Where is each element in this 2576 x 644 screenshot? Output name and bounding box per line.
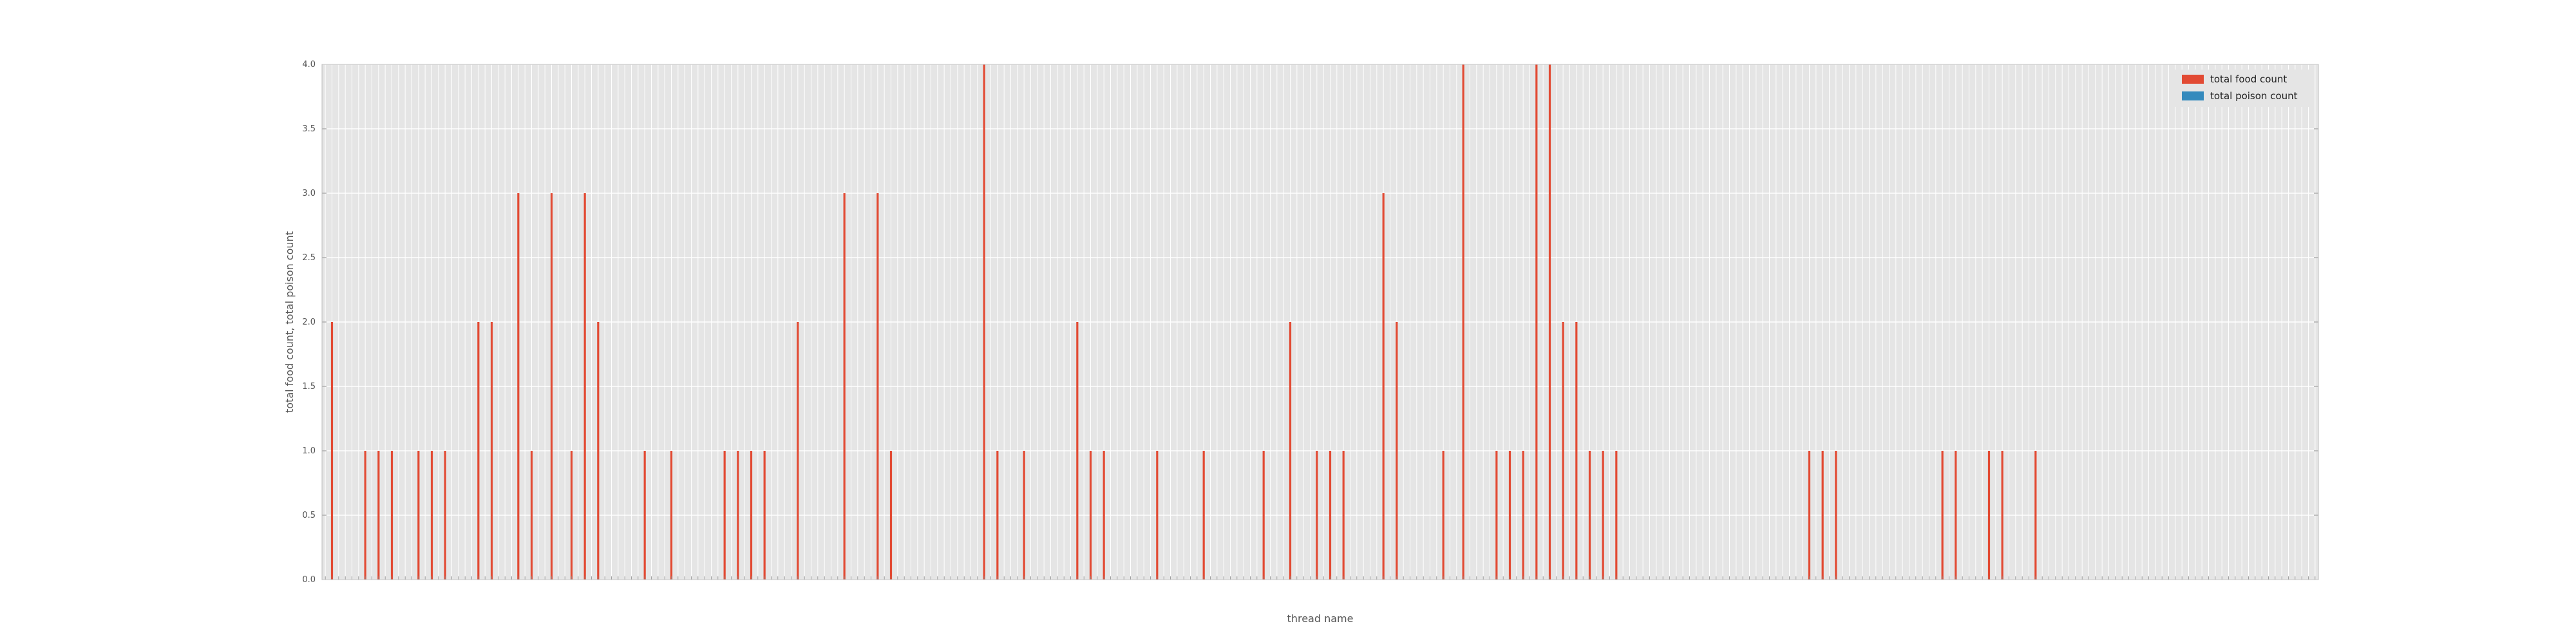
bar-food bbox=[996, 451, 999, 580]
bar-food bbox=[430, 451, 433, 580]
bar-food bbox=[643, 451, 646, 580]
bar-food bbox=[983, 64, 985, 580]
bar-food bbox=[1508, 451, 1511, 580]
bar-food bbox=[490, 322, 493, 580]
bar-food bbox=[1941, 451, 1944, 580]
bar-food bbox=[583, 193, 586, 580]
bar-food bbox=[377, 451, 380, 580]
bar-food bbox=[517, 193, 520, 580]
bar-food bbox=[1329, 451, 1332, 580]
legend: total food count total poison count bbox=[2170, 70, 2313, 107]
bar-food bbox=[1262, 451, 1265, 580]
bar-food bbox=[530, 451, 533, 580]
bar-food bbox=[570, 451, 573, 580]
y-tick-label: 0.5 bbox=[302, 511, 316, 520]
bar-food bbox=[1602, 451, 1604, 580]
bar-food bbox=[1615, 451, 1618, 580]
bar-food bbox=[889, 451, 893, 580]
bar-food bbox=[750, 451, 753, 580]
bar-food bbox=[2001, 451, 2003, 580]
bar-food bbox=[1289, 322, 1292, 580]
bar-food bbox=[876, 193, 879, 580]
y-tick-label: 1.5 bbox=[302, 382, 316, 392]
bar-food bbox=[1522, 451, 1524, 580]
bar-food bbox=[477, 322, 480, 580]
legend-label-food: total food count bbox=[2210, 73, 2287, 85]
bar-food bbox=[1821, 451, 1824, 580]
bar-food bbox=[1808, 451, 1811, 580]
bar-food bbox=[1023, 451, 1025, 580]
bar-food bbox=[670, 451, 673, 580]
y-tick-label: 3.5 bbox=[302, 124, 316, 134]
bar-food bbox=[330, 322, 334, 580]
bar-food bbox=[1955, 451, 1957, 580]
bar-food bbox=[1103, 451, 1105, 580]
legend-swatch-food bbox=[2182, 75, 2204, 84]
bar-food bbox=[843, 193, 846, 580]
bar-food bbox=[1562, 322, 1564, 580]
y-tick-label: 0.0 bbox=[302, 575, 316, 585]
y-axis-ticks: 0.0 0.5 1.0 1.5 2.0 2.5 3.0 3.5 4.0 bbox=[302, 60, 2318, 585]
bar-food bbox=[1316, 451, 1318, 580]
bar-food bbox=[1987, 451, 1991, 580]
bar-food bbox=[797, 322, 799, 580]
y-axis-label: total food count, total poison count bbox=[283, 231, 296, 413]
bar-food bbox=[597, 322, 600, 580]
x-axis-ticks bbox=[325, 576, 2316, 580]
bar-food bbox=[444, 451, 446, 580]
bar-food bbox=[2034, 451, 2037, 580]
bar-food bbox=[1462, 64, 1464, 580]
bar-food bbox=[1575, 322, 1578, 580]
bars bbox=[330, 64, 2037, 580]
bar-food bbox=[550, 193, 553, 580]
plot-frame bbox=[321, 64, 2319, 580]
bar-food bbox=[417, 451, 420, 580]
x-axis-label: thread name bbox=[1287, 612, 1354, 625]
bar-food bbox=[1156, 451, 1159, 580]
bar-food bbox=[723, 451, 726, 580]
y-tick-label: 2.0 bbox=[302, 317, 316, 327]
y-tick-label: 3.0 bbox=[302, 189, 316, 198]
bar-food bbox=[390, 451, 393, 580]
y-tick-label: 1.0 bbox=[302, 446, 316, 456]
bar-food bbox=[1076, 322, 1079, 580]
bar-food bbox=[1342, 451, 1345, 580]
bar-food bbox=[364, 451, 366, 580]
legend-swatch-poison bbox=[2182, 91, 2204, 100]
bar-food bbox=[737, 451, 739, 580]
bar-food bbox=[1495, 451, 1498, 580]
y-tick-label: 2.5 bbox=[302, 253, 316, 263]
bar-food bbox=[1535, 64, 1538, 580]
y-tick-label: 4.0 bbox=[302, 60, 316, 70]
bar-food bbox=[1396, 322, 1398, 580]
bar-food bbox=[1442, 451, 1444, 580]
bar-food bbox=[1382, 193, 1385, 580]
bar-food bbox=[1835, 451, 1837, 580]
bar-food bbox=[1202, 451, 1205, 580]
bar-food bbox=[763, 451, 766, 580]
bar-food bbox=[1588, 451, 1591, 580]
legend-label-poison: total poison count bbox=[2210, 90, 2298, 102]
bar-food bbox=[1548, 64, 1551, 580]
bar-food bbox=[1089, 451, 1092, 580]
